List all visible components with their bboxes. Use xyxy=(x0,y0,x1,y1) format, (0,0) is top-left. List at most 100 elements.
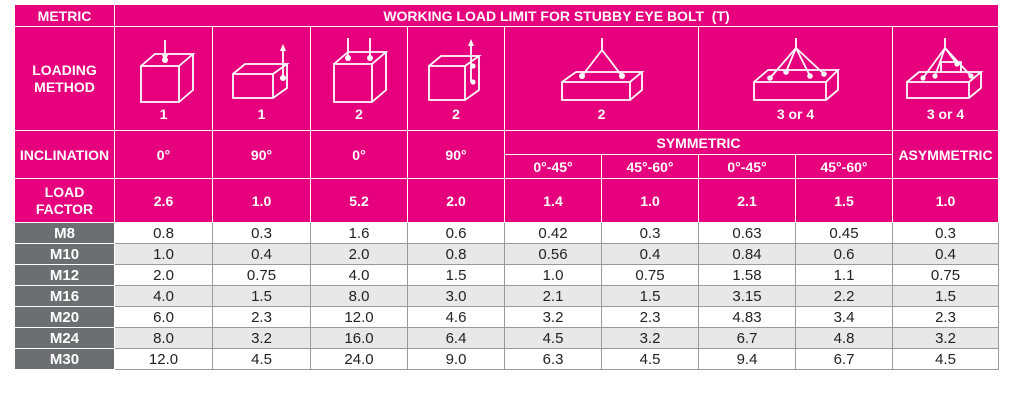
load-value-cell: 2.0 xyxy=(310,243,408,265)
asymmetric-header: ASYMMETRIC xyxy=(892,130,999,179)
load-value-cell: 4.8 xyxy=(795,327,893,349)
metric-header: METRIC xyxy=(14,4,115,27)
loading-method-2: 1 xyxy=(212,26,311,131)
asymmetric-sling-icon xyxy=(905,37,983,99)
load-value-cell: 0.3 xyxy=(892,222,999,244)
load-value-cell: 16.0 xyxy=(310,327,408,349)
load-value-cell: 6.4 xyxy=(407,327,505,349)
inclination-1: 0° xyxy=(114,130,213,179)
load-value-cell: 0.42 xyxy=(504,222,602,244)
load-value-cell: 2.3 xyxy=(892,306,999,328)
metric-size-cell: M20 xyxy=(14,306,115,328)
metric-size-cell: M12 xyxy=(14,264,115,286)
single-vertical-lift-icon xyxy=(139,39,195,103)
load-value-cell: 3.2 xyxy=(212,327,311,349)
four-leg-sling-icon xyxy=(752,37,840,101)
load-value-cell: 4.5 xyxy=(892,348,999,370)
inclination-2: 90° xyxy=(212,130,311,179)
table-row: M10 1.0 0.4 2.0 0.8 0.56 0.4 0.84 0.6 0.4 xyxy=(14,243,999,265)
load-factor-value: 1.5 xyxy=(795,178,893,223)
load-value-cell: 0.3 xyxy=(212,222,311,244)
load-value-cell: 3.15 xyxy=(698,285,796,307)
load-value-cell: 1.0 xyxy=(504,264,602,286)
load-value-cell: 24.0 xyxy=(310,348,408,370)
loading-method-1: 1 xyxy=(114,26,213,131)
load-value-cell: 0.6 xyxy=(795,243,893,265)
loading-count-5: 2 xyxy=(597,105,606,122)
load-value-cell: 1.58 xyxy=(698,264,796,286)
metric-size-cell: M24 xyxy=(14,327,115,349)
load-value-cell: 6.0 xyxy=(114,306,213,328)
load-value-cell: 0.4 xyxy=(892,243,999,265)
loading-method-row: LOADING METHOD 1 xyxy=(14,26,999,131)
load-value-cell: 4.5 xyxy=(601,348,699,370)
load-value-cell: 2.2 xyxy=(795,285,893,307)
load-value-cell: 1.5 xyxy=(212,285,311,307)
load-factor-value: 2.0 xyxy=(407,178,505,223)
table-row: M16 4.0 1.5 8.0 3.0 2.1 1.5 3.15 2.2 1.5 xyxy=(14,285,999,307)
load-value-cell: 1.1 xyxy=(795,264,893,286)
load-limit-table: METRIC WORKING LOAD LIMIT FOR STUBBY EYE… xyxy=(14,4,999,370)
inclination-header: INCLINATION xyxy=(14,130,115,179)
load-value-cell: 6.3 xyxy=(504,348,602,370)
load-value-cell: 3.0 xyxy=(407,285,505,307)
load-value-cell: 1.5 xyxy=(892,285,999,307)
load-value-cell: 0.84 xyxy=(698,243,796,265)
load-value-cell: 0.8 xyxy=(407,243,505,265)
load-value-cell: 4.0 xyxy=(310,264,408,286)
load-value-cell: 0.6 xyxy=(407,222,505,244)
table-row: M8 0.8 0.3 1.6 0.6 0.42 0.3 0.63 0.45 0.3 xyxy=(14,222,999,244)
symmetric-angle-2: 45°-60° xyxy=(601,154,699,179)
load-factor-value: 2.1 xyxy=(698,178,796,223)
loading-method-3: 2 xyxy=(310,26,408,131)
loading-method-header: LOADING METHOD xyxy=(14,26,115,131)
loading-count-2: 1 xyxy=(257,105,266,122)
load-value-cell: 12.0 xyxy=(114,348,213,370)
load-factor-value: 1.4 xyxy=(504,178,602,223)
loading-count-6: 3 or 4 xyxy=(776,105,815,122)
table-row: M12 2.0 0.75 4.0 1.5 1.0 0.75 1.58 1.1 0.75 xyxy=(14,264,999,286)
metric-size-cell: M30 xyxy=(14,348,115,370)
metric-size-cell: M8 xyxy=(14,222,115,244)
load-value-cell: 0.3 xyxy=(601,222,699,244)
load-value-cell: 1.0 xyxy=(114,243,213,265)
load-value-cell: 8.0 xyxy=(310,285,408,307)
load-value-cell: 6.7 xyxy=(795,348,893,370)
load-factor-label: LOAD FACTOR xyxy=(35,183,94,217)
load-factor-value: 1.0 xyxy=(892,178,999,223)
load-value-cell: 3.2 xyxy=(601,327,699,349)
load-value-cell: 1.5 xyxy=(407,264,505,286)
load-value-cell: 0.45 xyxy=(795,222,893,244)
loading-count-7: 3 or 4 xyxy=(926,105,965,122)
load-value-cell: 0.8 xyxy=(114,222,213,244)
data-rows: M8 0.8 0.3 1.6 0.6 0.42 0.3 0.63 0.45 0.3 M10 1.0 0.… xyxy=(14,222,999,370)
loading-method-4: 2 xyxy=(407,26,505,131)
load-value-cell: 3.2 xyxy=(504,306,602,328)
table-title: WORKING LOAD LIMIT FOR STUBBY EYE BOLT (… xyxy=(114,4,999,27)
load-value-cell: 12.0 xyxy=(310,306,408,328)
loading-method-5: 2 xyxy=(504,26,699,131)
load-value-cell: 0.56 xyxy=(504,243,602,265)
load-value-cell: 0.75 xyxy=(892,264,999,286)
load-value-cell: 3.2 xyxy=(892,327,999,349)
load-value-cell: 4.83 xyxy=(698,306,796,328)
symmetric-angle-1: 0°-45° xyxy=(504,154,602,179)
symmetric-angle-3: 0°-45° xyxy=(698,154,796,179)
load-value-cell: 1.6 xyxy=(310,222,408,244)
metric-size-cell: M10 xyxy=(14,243,115,265)
load-factor-header: LOAD FACTOR xyxy=(14,178,115,223)
title-row: METRIC WORKING LOAD LIMIT FOR STUBBY EYE… xyxy=(14,4,999,27)
load-value-cell: 4.5 xyxy=(212,348,311,370)
symmetric-angle-4: 45°-60° xyxy=(795,154,893,179)
loading-count-1: 1 xyxy=(159,105,168,122)
load-value-cell: 6.7 xyxy=(698,327,796,349)
load-value-cell: 9.4 xyxy=(698,348,796,370)
inclination-3: 0° xyxy=(310,130,408,179)
double-vertical-lift-icon xyxy=(333,37,389,103)
load-factor-value: 5.2 xyxy=(310,178,408,223)
load-value-cell: 2.0 xyxy=(114,264,213,286)
single-side-lift-icon xyxy=(231,43,290,99)
load-value-cell: 4.6 xyxy=(407,306,505,328)
loading-count-3: 2 xyxy=(355,105,363,122)
table-row: M24 8.0 3.2 16.0 6.4 4.5 3.2 6.7 4.8 3.2 xyxy=(14,327,999,349)
